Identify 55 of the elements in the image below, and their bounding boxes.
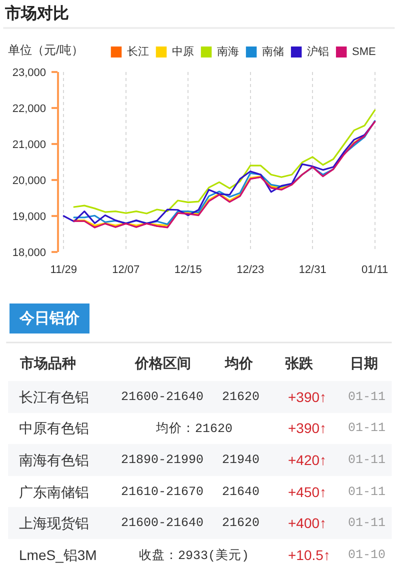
text: 日期 — [350, 355, 378, 371]
text: 广东南储铝 — [19, 484, 89, 500]
y-tick-label: 19,000 — [12, 210, 46, 223]
text: 21610-21670 — [121, 485, 204, 499]
y-tick-label: 18,000 — [12, 246, 46, 259]
text: +420↑ — [288, 452, 327, 468]
legend-label: 长江 — [127, 45, 149, 58]
text: +450↑ — [288, 484, 327, 500]
text: 21640 — [222, 485, 260, 499]
y-tick-label: 23,000 — [12, 66, 46, 79]
text: 长江有色铝 — [19, 389, 89, 405]
text: 21940 — [222, 453, 260, 467]
text: 01-11 — [348, 421, 386, 435]
y-axis-title: 单位（元/吨） — [8, 43, 84, 57]
x-tick-label: 12/15 — [174, 264, 202, 276]
text: 21620 — [222, 516, 260, 530]
text: 价格区间 — [134, 355, 191, 371]
legend-label: 中原 — [172, 45, 194, 58]
x-tick-label: 12/23 — [236, 264, 264, 276]
text: +10.5↑ — [288, 547, 330, 563]
text: 均价 — [224, 355, 254, 371]
x-tick-label: 12/07 — [112, 264, 140, 276]
text: 01-11 — [348, 516, 386, 530]
text: 均价：21620 — [155, 421, 233, 436]
text: 中原有色铝 — [19, 420, 89, 436]
text: 21620 — [222, 390, 260, 404]
text: 张跌 — [285, 355, 314, 371]
line-series — [73, 109, 376, 214]
x-tick-label: 12/31 — [298, 264, 326, 276]
legend-label: 南储 — [262, 45, 284, 58]
y-tick-label: 20,000 — [12, 174, 46, 187]
text: 南海有色铝 — [19, 452, 89, 468]
text: 01-10 — [348, 548, 386, 562]
text: 收盘：2933(美元) — [139, 547, 250, 563]
text: +400↑ — [288, 515, 327, 531]
text: LmeS_铝3M — [19, 547, 97, 563]
x-tick-label: 11/29 — [50, 264, 78, 276]
text: 今日铝价 — [18, 310, 80, 327]
legend-label: 沪铝 — [307, 45, 329, 58]
legend-label: SME — [352, 46, 376, 58]
text: 21600-21640 — [121, 390, 204, 404]
x-tick-label: 01/11 — [361, 264, 388, 276]
y-tick-label: 22,000 — [12, 102, 46, 115]
text: +390↑ — [288, 420, 327, 436]
text: 上海现货铝 — [19, 515, 89, 531]
y-tick-label: 21,000 — [12, 138, 46, 151]
text: 21890-21990 — [121, 453, 204, 467]
text: 01-11 — [348, 453, 386, 467]
text: 01-11 — [348, 485, 386, 499]
text: +390↑ — [288, 389, 327, 405]
chart-title: 市场对比 — [4, 4, 69, 23]
text: 01-11 — [348, 390, 386, 404]
legend-label: 南海 — [217, 45, 239, 58]
text: 21600-21640 — [121, 516, 204, 530]
text: 市场品种 — [19, 355, 76, 371]
